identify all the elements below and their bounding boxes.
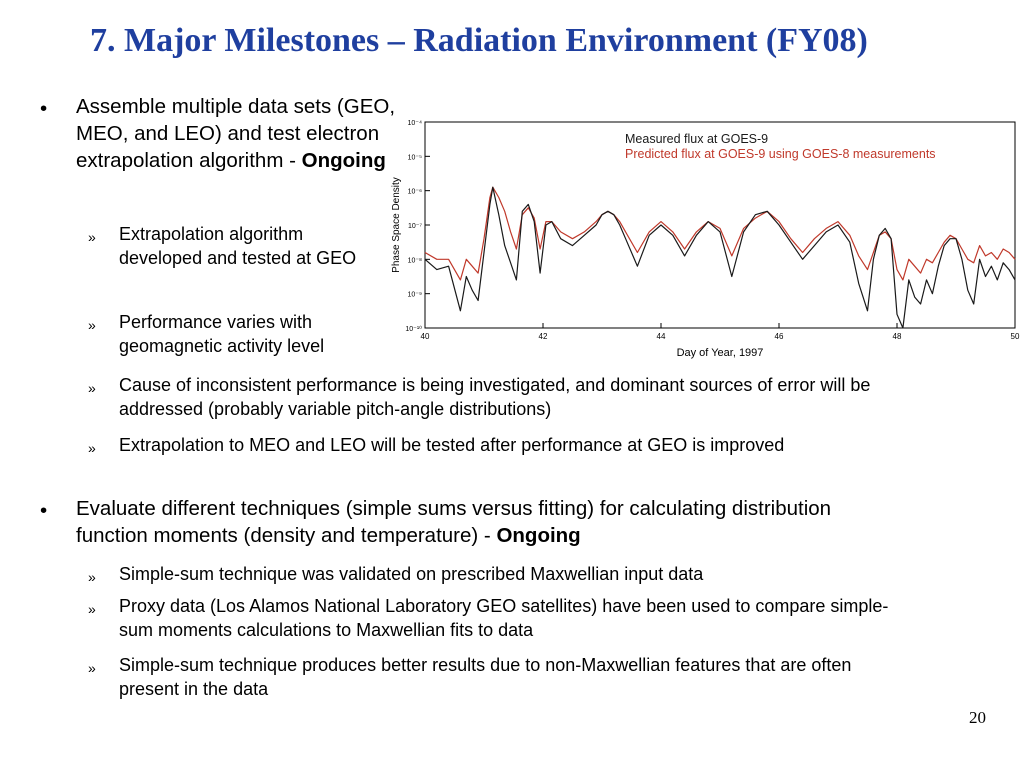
bullet-dot: • (40, 499, 48, 522)
series-line (424, 186, 1016, 281)
section1-subitem-1: Extrapolation algorithm developed and te… (119, 224, 357, 268)
x-axis-label: Day of Year, 1997 (677, 347, 764, 359)
y-tick-label: 10⁻⁸ (408, 257, 422, 264)
phase-space-density-chart: 10⁻¹⁰ 10⁻⁹ 10⁻⁸ 10⁻⁷ 10⁻⁶ 10⁻⁵ 10⁻⁴ 40 42 44 46 48… (391, 120, 1020, 359)
x-axis-ticks: 40 42 44 46 48 50 (421, 323, 1020, 341)
page-number: 20 (969, 708, 986, 727)
sub-bullet-marker: » (88, 380, 96, 396)
sub-bullet-marker: » (88, 569, 96, 585)
section1-subitem-4: Extrapolation to MEO and LEO will be tes… (119, 435, 785, 455)
section2-status: Ongoing (496, 524, 581, 547)
y-axis-ticks: 10⁻¹⁰ 10⁻⁹ 10⁻⁸ 10⁻⁷ 10⁻⁶ 10⁻⁵ 10⁻⁴ (405, 120, 430, 333)
section1-subitem-3: Cause of inconsistent performance is bei… (119, 375, 871, 419)
section1-text: Assemble multiple data sets (GEO, MEO, a… (76, 93, 406, 174)
section2-subitem-1: Simple-sum technique was validated on pr… (119, 564, 704, 584)
sub-bullet-marker: » (88, 660, 96, 676)
x-tick-label: 40 (421, 332, 430, 341)
section2-body: Evaluate different techniques (simple su… (76, 497, 832, 547)
legend-measured: Measured flux at GOES-9 (625, 132, 768, 146)
y-tick-label: 10⁻⁵ (408, 154, 422, 161)
x-tick-label: 48 (893, 332, 902, 341)
section2-subitem-3: Simple-sum technique produces better res… (119, 655, 852, 699)
x-tick-label: 50 (1011, 332, 1020, 341)
y-tick-label: 10⁻⁴ (408, 120, 423, 127)
bullet-dot: • (40, 97, 48, 120)
slide-title: 7. Major Milestones – Radiation Environm… (90, 22, 868, 59)
y-tick-label: 10⁻⁹ (408, 292, 422, 299)
series-line (424, 186, 1016, 329)
section1-body: Assemble multiple data sets (GEO, MEO, a… (76, 95, 396, 172)
section2-text: Evaluate different techniques (simple su… (76, 495, 906, 549)
sub-bullet-marker: » (88, 317, 96, 333)
series-lines (424, 186, 1016, 329)
section1-subitem-2: Performance varies with geomagnetic acti… (119, 312, 325, 356)
section2-subitem-2: Proxy data (Los Alamos National Laborato… (119, 596, 889, 640)
sub-bullet-marker: » (88, 601, 96, 617)
y-tick-label: 10⁻⁶ (408, 189, 422, 196)
x-tick-label: 42 (539, 332, 548, 341)
sub-bullet-marker: » (88, 229, 96, 245)
legend-predicted: Predicted flux at GOES-9 using GOES-8 me… (625, 147, 936, 161)
plot-frame (424, 121, 1016, 329)
x-tick-label: 44 (657, 332, 666, 341)
section1-status: Ongoing (301, 149, 386, 172)
y-tick-label: 10⁻⁷ (408, 223, 422, 230)
x-tick-label: 46 (775, 332, 784, 341)
y-axis-label: Phase Space Density (391, 177, 402, 273)
y-tick-label: 10⁻¹⁰ (405, 325, 422, 333)
sub-bullet-marker: » (88, 440, 96, 456)
